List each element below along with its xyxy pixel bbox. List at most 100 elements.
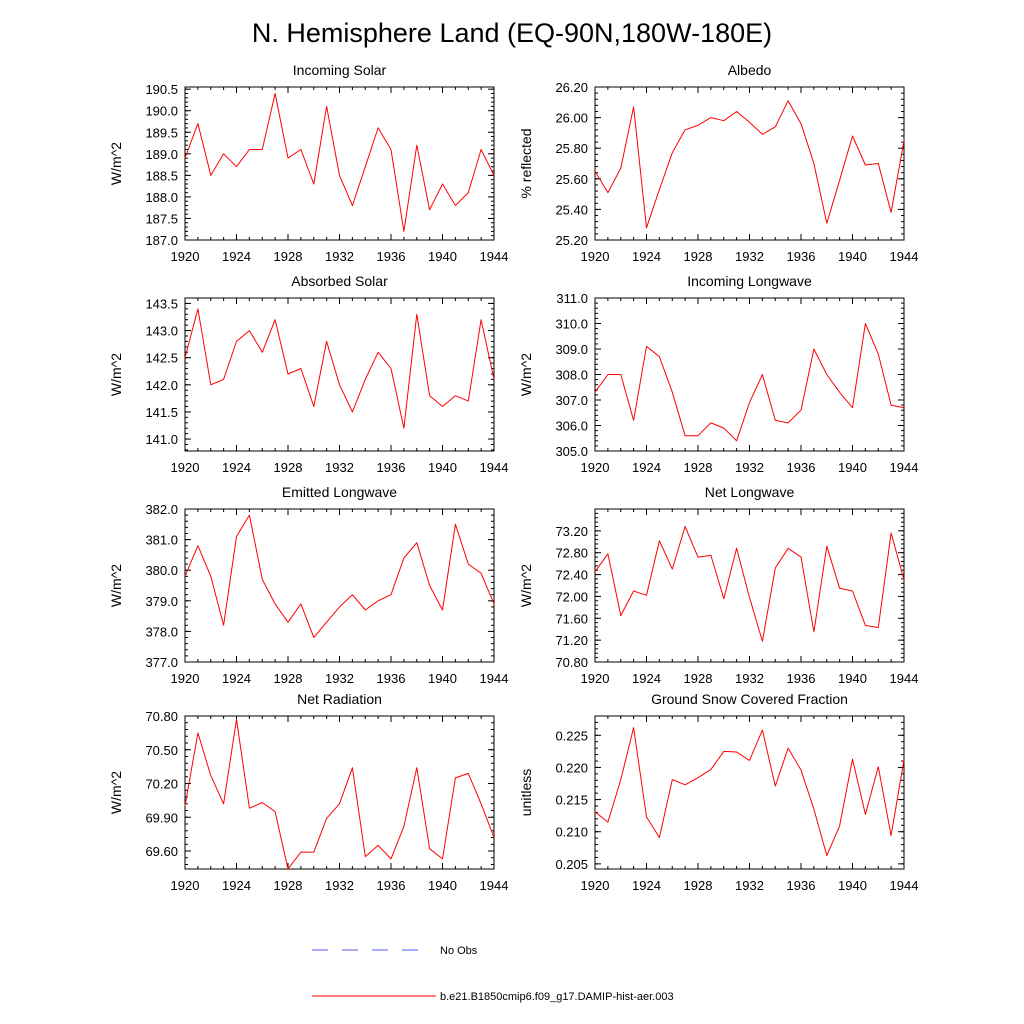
x-tick-label: 1928	[274, 460, 303, 475]
y-tick-label: 0.210	[555, 825, 588, 840]
y-tick-label: 25.80	[555, 141, 588, 156]
x-tick-label: 1928	[684, 671, 713, 686]
series-line-albedo	[594, 100, 905, 229]
y-tick-label: 310.0	[555, 317, 588, 332]
x-tick-label: 1944	[890, 878, 919, 893]
panel-net-radiation: Net Radiation 1920 1924 1928 1932 1936 1940 194…	[108, 691, 508, 893]
x-tick-label: 1932	[735, 249, 764, 264]
x-tick-label: 1932	[325, 878, 354, 893]
y-tick-label: 189.0	[145, 147, 178, 162]
x-tick-label: 1920	[581, 671, 610, 686]
y-tick-label: 379.0	[145, 594, 178, 609]
y-tick-label: 26.00	[555, 111, 588, 126]
y-axis-label: W/m^2	[108, 353, 124, 396]
x-tick-label: 1944	[480, 878, 509, 893]
x-tick-label: 1940	[838, 671, 867, 686]
y-tick-label: 187.5	[145, 211, 178, 226]
x-tick-label: 1932	[735, 460, 764, 475]
legend-label-no-obs: No Obs	[440, 945, 478, 957]
x-tick-label: 1928	[274, 878, 303, 893]
x-tick-label: 1944	[480, 671, 509, 686]
panel-title-net-longwave: Net Longwave	[705, 484, 795, 500]
x-tick-label: 1932	[325, 460, 354, 475]
y-tick-label: 0.215	[555, 793, 588, 808]
x-tick-label: 1920	[171, 249, 200, 264]
plot-frame	[184, 508, 495, 663]
y-tick-label: 189.5	[145, 125, 178, 140]
x-tick-label: 1928	[274, 249, 303, 264]
figure-title: N. Hemisphere Land (EQ-90N,180W-180E)	[252, 18, 772, 48]
y-tick-label: 380.0	[145, 563, 178, 578]
series-line-absorbed-solar	[184, 308, 495, 429]
series-line-incoming-longwave	[594, 323, 905, 442]
panel-title-absorbed-solar: Absorbed Solar	[291, 273, 388, 289]
y-tick-label: 143.5	[145, 296, 178, 311]
y-tick-label: 190.5	[145, 82, 178, 97]
y-axis-label: W/m^2	[108, 564, 124, 607]
x-tick-label: 1928	[684, 878, 713, 893]
panel-title-incoming-solar: Incoming Solar	[293, 62, 387, 78]
y-tick-label: 73.20	[555, 524, 588, 539]
x-tick-label: 1940	[838, 249, 867, 264]
x-tick-label: 1932	[735, 671, 764, 686]
x-tick-label: 1924	[222, 460, 251, 475]
x-tick-label: 1940	[838, 878, 867, 893]
y-tick-label: 72.40	[555, 568, 588, 583]
y-tick-label: 188.5	[145, 168, 178, 183]
panel-incoming-longwave: Incoming Longwave 1920 1924 1928 1932 1936 194…	[518, 273, 918, 475]
y-tick-label: 70.50	[145, 743, 178, 758]
x-tick-label: 1932	[735, 878, 764, 893]
y-tick-label: 141.5	[145, 405, 178, 420]
y-axis-label: W/m^2	[108, 142, 124, 185]
y-tick-label: 307.0	[555, 393, 588, 408]
plot-frame	[184, 297, 495, 452]
panel-title-emitted-longwave: Emitted Longwave	[282, 484, 397, 500]
x-tick-label: 1928	[684, 249, 713, 264]
panel-title-net-radiation: Net Radiation	[297, 691, 382, 707]
x-tick-label: 1920	[171, 878, 200, 893]
x-tick-label: 1932	[325, 249, 354, 264]
panel-title-incoming-longwave: Incoming Longwave	[687, 273, 812, 289]
panel-title-ground-snow-covered-fraction: Ground Snow Covered Fraction	[651, 691, 848, 707]
panel-incoming-solar: Incoming Solar 1920 1924 1928 1932 1936 1940 19…	[108, 62, 508, 264]
x-tick-label: 1944	[890, 249, 919, 264]
y-tick-label: 25.60	[555, 172, 588, 187]
x-tick-label: 1920	[171, 671, 200, 686]
y-tick-label: 70.20	[145, 777, 178, 792]
y-tick-label: 382.0	[145, 502, 178, 517]
y-tick-label: 190.0	[145, 104, 178, 119]
x-tick-label: 1920	[581, 460, 610, 475]
y-tick-label: 0.225	[555, 728, 588, 743]
series-line-net-radiation	[184, 718, 495, 870]
series-line-incoming-solar	[184, 93, 495, 232]
y-tick-label: 71.60	[555, 611, 588, 626]
series-line-ground-snow-covered-fraction	[594, 727, 905, 856]
x-tick-label: 1924	[222, 671, 251, 686]
plot-frame	[184, 715, 495, 870]
y-axis-label: W/m^2	[518, 353, 534, 396]
y-tick-label: 25.40	[555, 202, 588, 217]
y-tick-label: 306.0	[555, 419, 588, 434]
y-tick-label: 311.0	[556, 291, 588, 306]
y-axis-label: unitless	[518, 769, 534, 816]
x-tick-label: 1940	[838, 460, 867, 475]
x-tick-label: 1920	[581, 878, 610, 893]
y-tick-label: 71.20	[555, 633, 588, 648]
x-tick-label: 1920	[581, 249, 610, 264]
y-tick-label: 72.80	[555, 546, 588, 561]
plot-frame	[594, 508, 905, 663]
x-tick-label: 1944	[890, 671, 919, 686]
y-tick-label: 69.90	[145, 810, 178, 825]
panel-albedo: Albedo 1920 1924 1928 1932 1936 1940 1944 25.20 2…	[518, 62, 918, 264]
x-tick-label: 1924	[632, 460, 661, 475]
x-tick-label: 1940	[428, 460, 457, 475]
x-tick-label: 1936	[377, 878, 406, 893]
y-tick-label: 26.20	[555, 80, 588, 95]
x-tick-label: 1944	[480, 460, 509, 475]
x-tick-label: 1936	[787, 249, 816, 264]
y-tick-label: 70.80	[145, 709, 178, 724]
x-tick-label: 1924	[222, 878, 251, 893]
x-tick-label: 1920	[171, 460, 200, 475]
y-axis-label: W/m^2	[108, 771, 124, 814]
